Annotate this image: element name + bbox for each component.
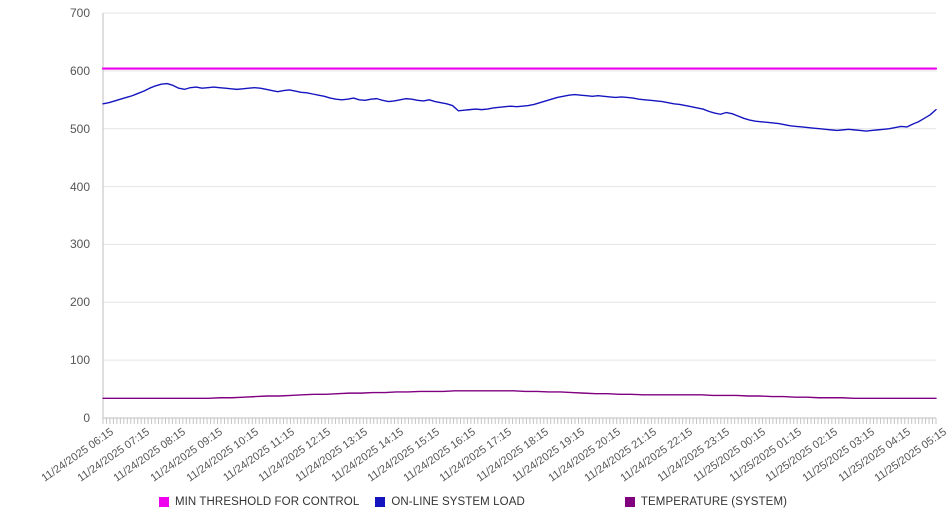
- y-axis-tick-label: 0: [83, 411, 90, 425]
- y-axis-tick-label: 400: [69, 179, 90, 194]
- legend-color-swatch-icon: [624, 497, 635, 507]
- legend-item-label: MIN THRESHOLD FOR CONTROL: [174, 496, 360, 508]
- gridlines: [103, 12, 936, 419]
- legend-item-label: TEMPERATURE (SYSTEM): [640, 496, 788, 508]
- y-axis-tick-label: 100: [69, 353, 90, 368]
- series-line-2: [102, 390, 937, 400]
- legend-item[interactable]: ON-LINE SYSTEM LOAD: [375, 496, 525, 508]
- legend-item[interactable]: MIN THRESHOLD FOR CONTROL: [158, 496, 360, 508]
- x-axis-ticks: [102, 418, 937, 424]
- series-line-1: [102, 82, 937, 132]
- y-axis-tick-label: 700: [69, 6, 90, 20]
- legend-item-label: ON-LINE SYSTEM LOAD: [391, 496, 525, 508]
- y-axis-tick-label: 200: [69, 295, 90, 310]
- legend-color-swatch-icon: [158, 497, 169, 507]
- data-series-layer: [101, 67, 938, 400]
- y-axis-tick-label: 500: [69, 121, 90, 136]
- axis-lines: [102, 13, 936, 419]
- y-axis-tick-label: 600: [69, 63, 90, 78]
- legend-item[interactable]: TEMPERATURE (SYSTEM): [624, 496, 788, 508]
- legend-color-swatch-icon: [375, 497, 386, 507]
- y-axis-tick-label: 300: [69, 237, 90, 252]
- chart-legend: MIN THRESHOLD FOR CONTROL ON-LINE SYSTEM …: [0, 496, 946, 508]
